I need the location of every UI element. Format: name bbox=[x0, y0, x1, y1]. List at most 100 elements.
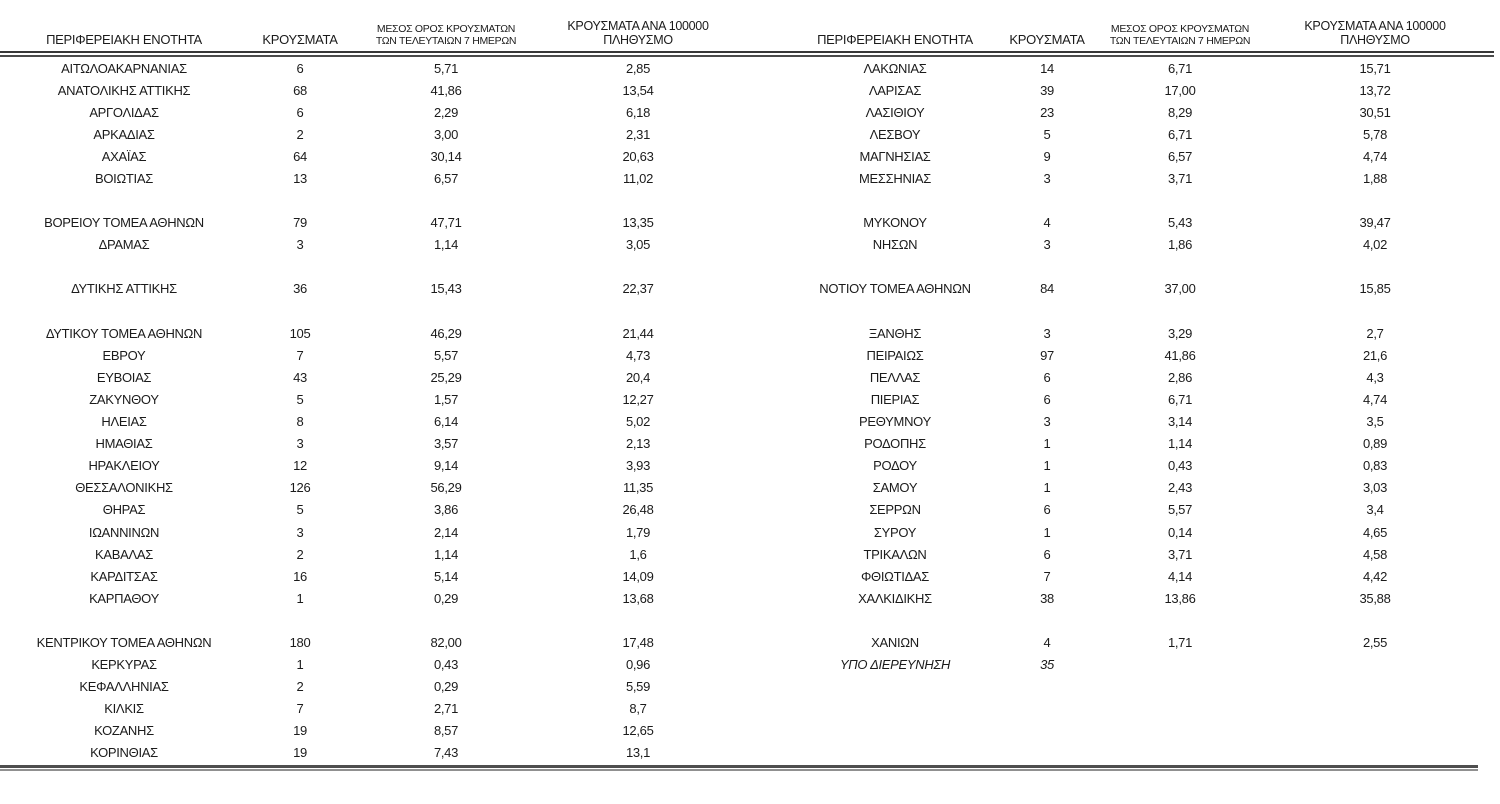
region-name-cell: ΚΕΦΑΛΛΗΝΙΑΣ bbox=[79, 679, 169, 695]
blank-row bbox=[0, 609, 1500, 631]
region-name-cell: ΚΕΡΚΥΡΑΣ bbox=[91, 657, 157, 673]
cases-cell: 5 bbox=[296, 391, 304, 407]
cases-cell: 36 bbox=[293, 281, 307, 297]
per100k-cell: 21,44 bbox=[622, 325, 654, 341]
region-name-cell: ΞΑΝΘΗΣ bbox=[868, 325, 922, 341]
avg7-cell: 37,00 bbox=[1164, 281, 1196, 297]
avg7-cell: 1,86 bbox=[1167, 237, 1193, 253]
region-name-cell: ΔΡΑΜΑΣ bbox=[98, 237, 150, 253]
cases-cell: 12 bbox=[293, 458, 307, 474]
cases-cell: 8 bbox=[296, 414, 304, 430]
region-name-cell: ΛΑΡΙΣΑΣ bbox=[868, 82, 922, 98]
cases-cell: 14 bbox=[1040, 60, 1054, 76]
avg7-cell: 3,14 bbox=[1167, 414, 1193, 430]
per100k-cell: 14,09 bbox=[622, 568, 654, 584]
table-row: ΔΡΑΜΑΣ 3 1,14 3,05 ΝΗΣΩΝ 3 1,86 4,02 bbox=[8, 234, 1500, 256]
region-name-cell: ΛΑΚΩΝΙΑΣ bbox=[863, 60, 927, 76]
cases-cell: 23 bbox=[1040, 104, 1054, 120]
region-name-cell: ΣΕΡΡΩΝ bbox=[869, 502, 921, 518]
region-name-cell: ΡΕΘΥΜΝΟΥ bbox=[859, 414, 931, 430]
region-name-cell: ΚΑΡΔΙΤΣΑΣ bbox=[90, 568, 158, 584]
header-cases-left-label: ΚΡΟΥΣΜΑΤΑ bbox=[262, 32, 338, 47]
region-name-cell: ΕΒΡΟΥ bbox=[102, 347, 146, 363]
avg7-cell: 17,00 bbox=[1164, 82, 1196, 98]
header-avg7-right-line1: ΜΕΣΟΣ ΟΡΟΣ ΚΡΟΥΣΜΑΤΩΝ bbox=[1110, 23, 1250, 35]
avg7-cell: 1,71 bbox=[1167, 634, 1193, 650]
region-name-cell: ΘΗΡΑΣ bbox=[102, 502, 146, 518]
cases-cell: 6 bbox=[1043, 369, 1051, 385]
region-name-cell: ΑΡΚΑΔΙΑΣ bbox=[93, 126, 155, 142]
table-row: ΚΑΡΠΑΘΟΥ 1 0,29 13,68 ΧΑΛΚΙΔΙΚΗΣ 38 13,86 35,88 bbox=[8, 587, 1500, 609]
header-cases-right-label: ΚΡΟΥΣΜΑΤΑ bbox=[1009, 32, 1085, 47]
table-row: ΑΙΤΩΛΟΑΚΑΡΝΑΝΙΑΣ 6 5,71 2,85 ΛΑΚΩΝΙΑΣ 14 6,71 1… bbox=[8, 57, 1500, 79]
avg7-cell: 2,14 bbox=[433, 524, 459, 540]
table-row: ΚΕΝΤΡΙΚΟΥ ΤΟΜΕΑ ΑΘΗΝΩΝ 180 82,00 17,48 ΧΑΝΙΩ… bbox=[8, 631, 1500, 653]
header-per100k-left: ΚΡΟΥΣΜΑΤΑ ΑΝΑ 100000 ΠΛΗΘΥΣΜΟ bbox=[532, 19, 744, 51]
cases-cell: 3 bbox=[1043, 414, 1051, 430]
header-avg7-right-line2: ΤΩΝ ΤΕΛΕΥΤΑΙΩΝ 7 ΗΜΕΡΩΝ bbox=[1109, 35, 1251, 47]
cases-cell: 6 bbox=[1043, 546, 1051, 562]
cases-cell: 3 bbox=[296, 524, 304, 540]
cases-cell: 1 bbox=[296, 657, 304, 673]
region-name-cell: ΜΕΣΣΗΝΙΑΣ bbox=[859, 171, 931, 187]
region-name-cell: ΦΘΙΩΤΙΔΑΣ bbox=[860, 568, 930, 584]
per100k-cell: 2,85 bbox=[625, 60, 651, 76]
avg7-cell: 15,43 bbox=[430, 281, 462, 297]
region-name-cell: ΡΟΔΟΠΗΣ bbox=[864, 436, 926, 452]
avg7-cell: 46,29 bbox=[430, 325, 462, 341]
header-avg7-right: ΜΕΣΟΣ ΟΡΟΣ ΚΡΟΥΣΜΑΤΩΝ ΤΩΝ ΤΕΛΕΥΤΑΙΩΝ 7 Η… bbox=[1080, 23, 1280, 51]
per100k-cell: 1,6 bbox=[629, 546, 647, 562]
region-name-cell: ΠΕΙΡΑΙΩΣ bbox=[866, 347, 924, 363]
table-row: ΚΕΦΑΛΛΗΝΙΑΣ 2 0,29 5,59 bbox=[8, 676, 1500, 698]
cases-cell: 6 bbox=[296, 60, 304, 76]
table-row: ΗΜΑΘΙΑΣ 3 3,57 2,13 ΡΟΔΟΠΗΣ 1 1,14 0,89 bbox=[8, 433, 1500, 455]
per100k-cell: 4,74 bbox=[1362, 148, 1388, 164]
region-name-cell: ΙΩΑΝΝΙΝΩΝ bbox=[88, 524, 160, 540]
table-row: ΗΛΕΙΑΣ 8 6,14 5,02 ΡΕΘΥΜΝΟΥ 3 3,14 3,5 bbox=[8, 411, 1500, 433]
header-divider-line bbox=[0, 51, 1494, 57]
region-name-cell: ΚΑΒΑΛΑΣ bbox=[95, 546, 153, 562]
table-row: ΑΧΑΪΑΣ 64 30,14 20,63 ΜΑΓΝΗΣΙΑΣ 9 6,57 4,74 bbox=[8, 145, 1500, 167]
avg7-cell: 1,14 bbox=[433, 546, 459, 562]
header-avg7-left: ΜΕΣΟΣ ΟΡΟΣ ΚΡΟΥΣΜΑΤΩΝ ΤΩΝ ΤΕΛΕΥΤΑΙΩΝ 7 Η… bbox=[360, 23, 532, 51]
cases-cell: 19 bbox=[293, 723, 307, 739]
per100k-cell: 3,4 bbox=[1366, 502, 1384, 518]
table-row: ΘΗΡΑΣ 5 3,86 26,48 ΣΕΡΡΩΝ 6 5,57 3,4 bbox=[8, 499, 1500, 521]
cases-cell: 4 bbox=[1043, 215, 1051, 231]
table-row: ΖΑΚΥΝΘΟΥ 5 1,57 12,27 ΠΙΕΡΙΑΣ 6 6,71 4,74 bbox=[8, 388, 1500, 410]
header-region-right: ΠΕΡΙΦΕΡΕΙΑΚΗ ΕΝΟΤΗΤΑ bbox=[776, 33, 1014, 51]
avg7-cell: 2,43 bbox=[1167, 480, 1193, 496]
region-name-cell: ΠΕΛΛΑΣ bbox=[869, 369, 921, 385]
avg7-cell: 5,57 bbox=[433, 347, 459, 363]
cases-cell: 3 bbox=[296, 436, 304, 452]
region-name-cell: ΝΟΤΙΟΥ ΤΟΜΕΑ ΑΘΗΝΩΝ bbox=[819, 281, 971, 297]
region-name-cell: ΑΧΑΪΑΣ bbox=[101, 148, 147, 164]
cases-cell: 9 bbox=[1043, 148, 1051, 164]
table-row: ΚΑΡΔΙΤΣΑΣ 16 5,14 14,09 ΦΘΙΩΤΙΔΑΣ 7 4,14 4,42 bbox=[8, 565, 1500, 587]
region-name-cell: ΛΕΣΒΟΥ bbox=[869, 126, 921, 142]
region-name-cell: ΜΑΓΝΗΣΙΑΣ bbox=[859, 148, 931, 164]
per100k-cell: 15,85 bbox=[1359, 281, 1391, 297]
cases-cell: 3 bbox=[296, 237, 304, 253]
region-name-cell: ΒΟΙΩΤΙΑΣ bbox=[95, 171, 153, 187]
avg7-cell: 6,14 bbox=[433, 414, 459, 430]
avg7-cell: 0,29 bbox=[433, 590, 459, 606]
avg7-cell: 5,14 bbox=[433, 568, 459, 584]
cases-cell: 43 bbox=[293, 369, 307, 385]
cases-cell: 3 bbox=[1043, 325, 1051, 341]
header-region-left: ΠΕΡΙΦΕΡΕΙΑΚΗ ΕΝΟΤΗΤΑ bbox=[8, 33, 240, 51]
avg7-cell: 4,14 bbox=[1167, 568, 1193, 584]
blank-row bbox=[0, 300, 1500, 322]
cases-cell: 2 bbox=[296, 126, 304, 142]
per100k-cell: 13,68 bbox=[622, 590, 654, 606]
per100k-cell: 3,03 bbox=[1362, 480, 1388, 496]
avg7-cell: 9,14 bbox=[433, 458, 459, 474]
cases-cell: 105 bbox=[289, 325, 311, 341]
per100k-cell: 6,18 bbox=[625, 104, 651, 120]
header-gap bbox=[744, 47, 776, 51]
region-name-cell: ΧΑΛΚΙΔΙΚΗΣ bbox=[858, 590, 932, 606]
region-name-cell: ΧΑΝΙΩΝ bbox=[871, 634, 919, 650]
per100k-cell: 4,65 bbox=[1362, 524, 1388, 540]
region-name-cell: ΛΑΣΙΘΙΟΥ bbox=[865, 104, 925, 120]
